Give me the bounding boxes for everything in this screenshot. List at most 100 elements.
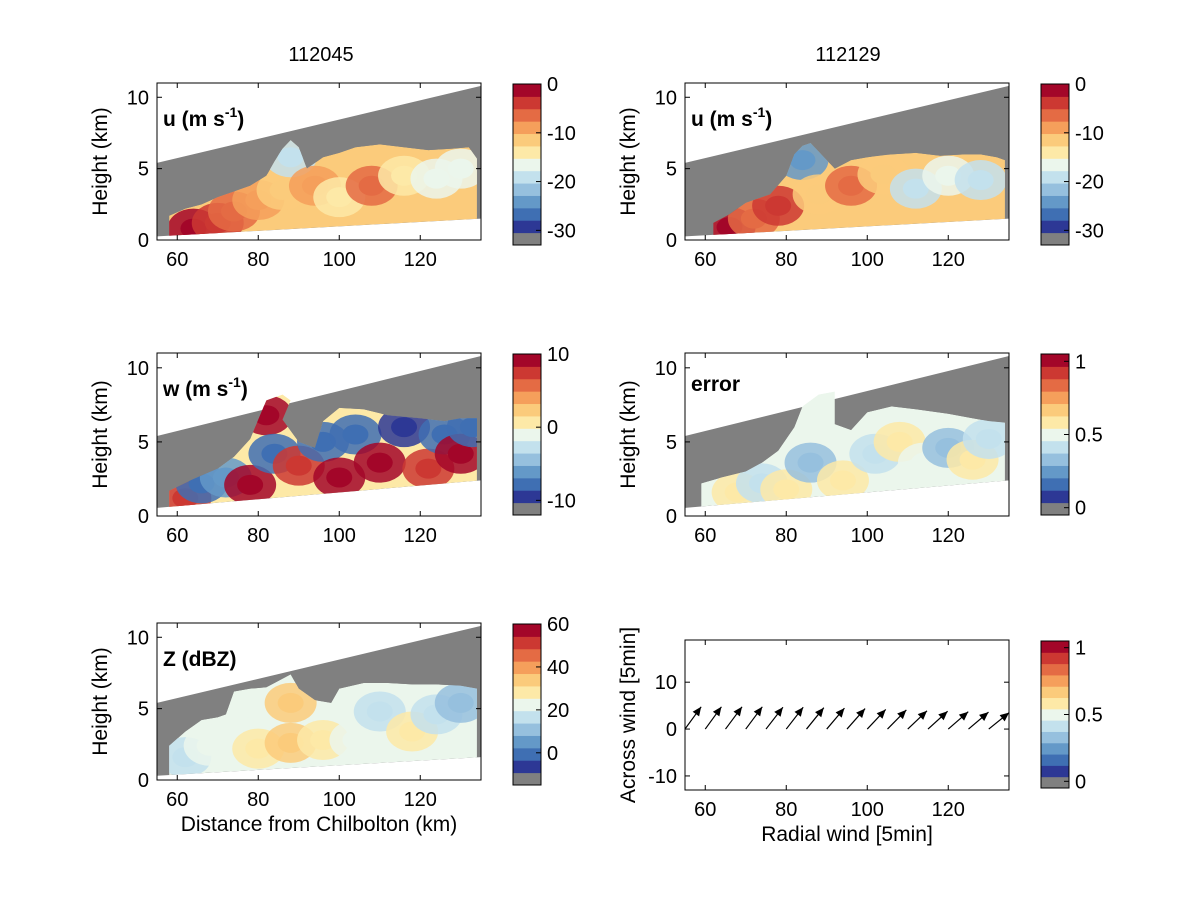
- panel-Z-112045: Z (dBZ) 60 80 100 120 0 5 10 Height (km) Distance…: [89, 622, 482, 836]
- axes-frame: [156, 622, 482, 781]
- colorbar-segment: [1041, 440, 1069, 454]
- colorbar-segment: [513, 648, 541, 662]
- data-cell-core: [326, 467, 353, 488]
- data-cell-core: [886, 431, 913, 452]
- colorbar-tick-label: -20: [1075, 172, 1104, 194]
- x-tick-label: 80: [247, 249, 269, 271]
- colorbar-segment: [513, 108, 541, 122]
- plot-area: [157, 353, 481, 516]
- colorbar-segment: [1041, 158, 1069, 172]
- data-cell-core: [391, 165, 418, 186]
- colorbar-segment: [1041, 220, 1069, 234]
- data-cell-core: [902, 178, 929, 199]
- colorbar-frame: [512, 623, 542, 786]
- x-tick-label: 60: [166, 525, 188, 547]
- colorbar-segment: [513, 195, 541, 209]
- y-tick-label: 10: [655, 358, 677, 380]
- colorbar: 10.50: [1040, 638, 1103, 793]
- colorbar-tick-label: -10: [547, 123, 576, 145]
- colorbar-segment: [513, 145, 541, 159]
- colorbar-segment: [1041, 195, 1069, 209]
- above-beam-region: [685, 353, 1009, 436]
- colorbar-segment: [1041, 378, 1069, 392]
- wind-arrow-head: [712, 706, 722, 717]
- colorbar-segment: [513, 207, 541, 221]
- colorbar-segment: [1041, 686, 1069, 699]
- colorbar-segment: [1041, 415, 1069, 429]
- colorbar-frame: [512, 353, 542, 516]
- column-title-left: 112045: [288, 44, 354, 66]
- colorbar-segment: [1041, 183, 1069, 196]
- colorbar-frame: [1040, 83, 1070, 246]
- colorbar: 0 -10 -20 -30: [1040, 74, 1104, 246]
- data-cell-core: [366, 701, 393, 722]
- x-tick-label: 60: [166, 789, 188, 811]
- y-tick-label: 0: [666, 719, 677, 741]
- data-cell-core: [447, 443, 474, 464]
- data-cell-core: [277, 732, 304, 753]
- colorbar-tick-label: 20: [547, 700, 569, 722]
- data-cell-core: [967, 170, 994, 191]
- colorbar-segment: [513, 96, 541, 110]
- axes-frame: [684, 82, 1010, 241]
- column-title-right: 112129: [815, 44, 881, 66]
- colorbar-segment: [1041, 354, 1069, 367]
- x-tick-label: 120: [404, 789, 437, 811]
- data-cell-core: [870, 164, 897, 185]
- colorbar-segment-nodata: [513, 772, 541, 785]
- colorbar-tick-label: -10: [547, 490, 576, 512]
- x-tick-label: 120: [932, 249, 965, 271]
- data-cell-core: [342, 730, 369, 751]
- colorbar-segment: [1041, 366, 1069, 380]
- data-cell-core: [773, 479, 800, 500]
- wind-arrow-head: [774, 707, 783, 717]
- colorbar-tick-label: 10: [547, 344, 569, 366]
- y-tick-label: 5: [138, 432, 149, 454]
- data-cell-core: [277, 147, 304, 168]
- below-beam-region: [685, 480, 1009, 516]
- x-tick-label: 100: [323, 525, 356, 547]
- colorbar-segment: [513, 378, 541, 392]
- data-cell-core: [342, 424, 369, 445]
- colorbar-segment: [1041, 731, 1069, 744]
- x-tick-label: 120: [404, 525, 437, 547]
- data-cell-core: [358, 175, 385, 196]
- colorbar-segment: [1041, 453, 1069, 466]
- colorbar-segment: [513, 170, 541, 184]
- wind-arrow-head: [876, 709, 886, 719]
- colorbar-segment: [1041, 145, 1069, 159]
- data-cell-core: [459, 417, 477, 438]
- wind-arrow-head: [938, 711, 948, 721]
- colorbar-segment: [1041, 84, 1069, 97]
- colorbar-tick-label: 0: [1075, 498, 1086, 520]
- colorbar-segment: [513, 723, 541, 736]
- colorbar-tick-label: -30: [547, 220, 576, 242]
- colorbar-tick-label: 0: [547, 743, 558, 765]
- x-tick-label: 60: [694, 799, 716, 821]
- data-cell-core: [797, 452, 824, 473]
- data-cell-core: [447, 158, 474, 179]
- colorbar-segment: [513, 366, 541, 380]
- wind-arrow-head: [733, 706, 743, 717]
- below-beam-region: [685, 218, 1009, 240]
- x-tick-label: 60: [166, 249, 188, 271]
- colorbar-segment: [513, 661, 541, 675]
- colorbar-segment-nodata: [1041, 502, 1069, 515]
- colorbar-segment: [1041, 720, 1069, 732]
- below-beam-region: [157, 480, 481, 516]
- echo-field: [713, 142, 1005, 235]
- colorbar-segment: [513, 133, 541, 147]
- colorbar-tick-label: 1: [1075, 351, 1086, 373]
- colorbar-tick-label: 0: [547, 417, 558, 439]
- wind-arrow-head: [999, 712, 1009, 722]
- axes-frame: [684, 639, 1010, 791]
- y-tick-label: 5: [666, 159, 677, 181]
- panel-label: w (m s-1): [162, 374, 248, 401]
- colorbar-segment: [1041, 742, 1069, 755]
- colorbar: 60 40 20 0: [512, 614, 569, 786]
- colorbar-segment: [1041, 765, 1069, 778]
- colorbar-segment: [513, 710, 541, 724]
- above-beam-region: [157, 83, 481, 163]
- y-tick-label: 10: [655, 672, 677, 694]
